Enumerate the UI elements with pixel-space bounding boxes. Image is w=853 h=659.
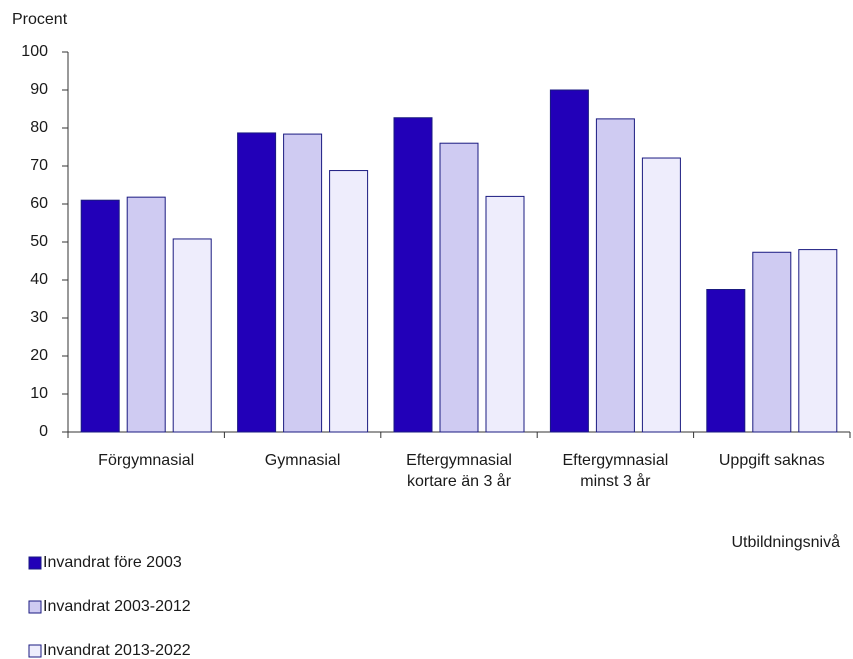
bar: [283, 133, 323, 433]
legend-swatch: [28, 556, 42, 570]
legend-swatch: [28, 600, 42, 614]
x-tick-label: Eftergymnasial minst 3 år: [562, 452, 668, 490]
y-tick-label: 40: [30, 271, 48, 288]
y-tick-label: 90: [30, 81, 48, 98]
legend-label: Invandrat 2013-2022: [43, 642, 191, 659]
y-tick-label: 30: [30, 309, 48, 326]
y-tick-label: 60: [30, 195, 48, 212]
bar: [485, 195, 525, 433]
bar: [641, 157, 681, 433]
bar: [80, 199, 120, 433]
y-axis-label: Procent: [12, 11, 68, 28]
legend-label: Invandrat 2003-2012: [43, 598, 191, 615]
y-tick-label: 100: [21, 43, 48, 60]
x-tick-label: Uppgift saknas: [719, 452, 825, 469]
legend-label: Invandrat före 2003: [43, 554, 182, 571]
y-tick-label: 10: [30, 385, 48, 402]
bar: [439, 142, 479, 433]
x-tick-label: Gymnasial: [265, 452, 341, 469]
y-tick-label: 50: [30, 233, 48, 250]
bar: [393, 117, 433, 433]
bar: [172, 238, 212, 433]
y-tick-label: 20: [30, 347, 48, 364]
x-tick-label: Eftergymnasial kortare än 3 år: [406, 452, 512, 490]
bar: [126, 196, 166, 433]
y-tick-label: 80: [30, 119, 48, 136]
x-tick-label: Förgymnasial: [98, 452, 194, 469]
bar: [798, 249, 838, 433]
bar: [549, 89, 589, 433]
bar: [237, 132, 277, 433]
bar: [329, 170, 369, 433]
bar: [752, 251, 792, 433]
y-tick-label: 70: [30, 157, 48, 174]
x-axis-label: Utbildningsnivå: [731, 533, 840, 551]
bar: [706, 289, 746, 433]
y-tick-label: 0: [39, 423, 48, 440]
bar: [595, 118, 635, 433]
legend-swatch: [28, 644, 42, 658]
